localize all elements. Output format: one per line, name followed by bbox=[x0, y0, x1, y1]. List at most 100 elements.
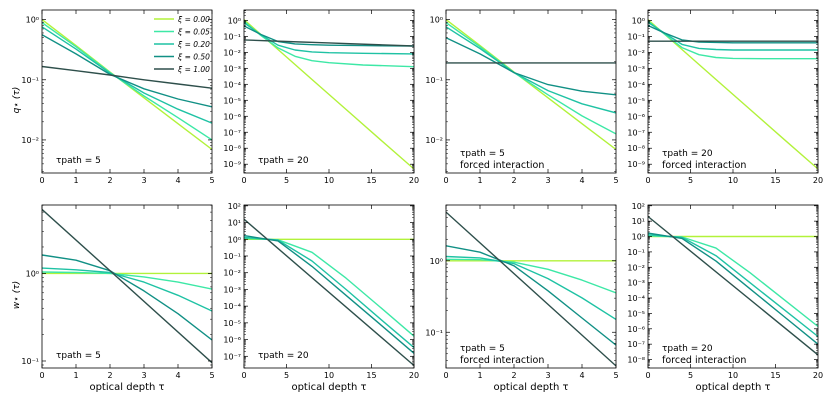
y-tick-label: 10⁻² bbox=[21, 136, 39, 145]
x-tick-label: 20 bbox=[813, 176, 823, 185]
y-tick-label: 10⁻² bbox=[627, 48, 645, 57]
y-tick-label: 10⁻² bbox=[627, 263, 645, 272]
y-tick-label: 10⁰ bbox=[26, 16, 39, 25]
x-tick-label: 10 bbox=[324, 176, 334, 185]
series-line-2 bbox=[446, 255, 616, 320]
series-line-1 bbox=[648, 235, 818, 328]
y-tick-label: 10⁻⁷ bbox=[223, 352, 241, 361]
annotation-tau-path: τpath = 5 bbox=[460, 149, 505, 159]
x-axis-label: optical depth τ bbox=[695, 382, 770, 393]
series-line-0 bbox=[446, 19, 616, 151]
axes-frame bbox=[41, 204, 213, 369]
y-tick-label: 10² bbox=[632, 202, 645, 211]
x-tick-label: 2 bbox=[511, 371, 516, 380]
series-group bbox=[42, 19, 212, 151]
y-tick-label: 10⁻⁸ bbox=[627, 356, 645, 365]
y-tick-label: 10⁻¹ bbox=[627, 32, 645, 41]
axes-frame bbox=[41, 9, 213, 174]
y-tick-label: 10⁻⁵ bbox=[627, 96, 645, 105]
series-group bbox=[648, 215, 818, 356]
y-tick-label: 10⁻⁸ bbox=[627, 144, 645, 153]
y-tick-label: 10⁻³ bbox=[627, 279, 645, 288]
x-tick-label: 3 bbox=[141, 371, 146, 380]
series-line-3 bbox=[42, 254, 212, 341]
x-tick-label: 5 bbox=[688, 371, 693, 380]
y-tick-label: 10⁻¹ bbox=[223, 252, 241, 261]
x-tick-label: 0 bbox=[645, 176, 650, 185]
x-tick-label: 0 bbox=[241, 176, 246, 185]
legend-label: ξ = 0.20 bbox=[177, 40, 210, 49]
annotation-tau-path: τpath = 20 bbox=[662, 344, 713, 354]
y-tick-label: 10⁰ bbox=[430, 257, 443, 266]
x-tick-label: 20 bbox=[409, 176, 419, 185]
y-tick-label: 10⁰ bbox=[632, 16, 645, 25]
x-tick-label: 1 bbox=[73, 176, 78, 185]
x-tick-label: 4 bbox=[175, 176, 180, 185]
y-tick-label: 10⁰ bbox=[228, 235, 241, 244]
y-tick-label: 10² bbox=[228, 202, 241, 211]
x-tick-label: 15 bbox=[770, 371, 780, 380]
y-tick-label: 10⁻⁴ bbox=[223, 80, 241, 89]
legend-label: ξ = 0.00 bbox=[177, 15, 210, 24]
y-tick-label: 10⁻¹ bbox=[223, 32, 241, 41]
y-tick-label: 10⁻⁶ bbox=[223, 336, 241, 345]
series-line-4 bbox=[446, 211, 616, 367]
annotation-forced: forced interaction bbox=[460, 355, 544, 366]
y-tick-label: 10⁻⁴ bbox=[223, 302, 241, 311]
panel-w-tau5: 0 1 2 3 4 5 10⁰ 10⁻¹ τpath = 5 optical depth τ bbox=[21, 204, 215, 393]
x-tick-label: 2 bbox=[107, 176, 112, 185]
y-tick-label: 10⁻¹ bbox=[425, 76, 443, 85]
x-tick-label: 5 bbox=[209, 176, 214, 185]
x-tick-label: 2 bbox=[107, 371, 112, 380]
x-tick-label: 5 bbox=[209, 371, 214, 380]
x-tick-label: 0 bbox=[443, 176, 448, 185]
y-tick-label: 10⁰ bbox=[430, 16, 443, 25]
y-tick-label: 10⁻³ bbox=[627, 64, 645, 73]
y-tick-label: 10⁻⁶ bbox=[627, 112, 645, 121]
series-line-1 bbox=[244, 237, 414, 337]
axes-frame bbox=[445, 9, 617, 174]
series-group bbox=[446, 19, 616, 151]
series-line-3 bbox=[446, 37, 616, 96]
panel-q-tau20: 0 5 10 15 20 10⁰ 10⁻¹ 10⁻² 10⁻³ 10⁻⁴ 10⁻⁵ 10⁻⁶ 10⁻⁷ 1… bbox=[223, 9, 419, 185]
x-tick-label: 4 bbox=[175, 371, 180, 380]
y-tick-label: 10⁻⁷ bbox=[627, 128, 645, 137]
x-tick-label: 0 bbox=[39, 176, 44, 185]
y-tick-label: 10⁻⁹ bbox=[223, 160, 241, 169]
annotation-tau-path: τpath = 20 bbox=[258, 156, 309, 166]
annotation-tau-path: τpath = 20 bbox=[258, 351, 309, 361]
x-tick-label: 0 bbox=[645, 371, 650, 380]
y-tick-label: 10⁻⁹ bbox=[627, 160, 645, 169]
legend-label: ξ = 0.05 bbox=[177, 28, 210, 37]
annotation-forced: forced interaction bbox=[662, 160, 746, 171]
series-line-1 bbox=[446, 258, 616, 294]
y-tick-label: 10⁻¹ bbox=[21, 76, 39, 85]
x-tick-label: 4 bbox=[579, 371, 584, 380]
y-tick-label: 10⁻⁴ bbox=[627, 294, 645, 303]
x-axis-label: optical depth τ bbox=[89, 382, 164, 393]
series-line-3 bbox=[648, 24, 818, 44]
series-line-0 bbox=[648, 19, 818, 170]
x-tick-label: 1 bbox=[73, 371, 78, 380]
y-tick-label: 10⁻⁷ bbox=[627, 340, 645, 349]
y-tick-label: 10⁻⁵ bbox=[223, 96, 241, 105]
x-tick-label: 5 bbox=[284, 371, 289, 380]
y-tick-label: 10⁻¹ bbox=[425, 328, 443, 337]
series-line-1 bbox=[42, 22, 212, 141]
y-tick-label: 10⁻² bbox=[223, 269, 241, 278]
x-axis-label: optical depth τ bbox=[291, 382, 366, 393]
series-line-4 bbox=[244, 39, 414, 47]
series-line-3 bbox=[42, 34, 212, 108]
x-tick-label: 3 bbox=[545, 176, 550, 185]
series-line-3 bbox=[648, 232, 818, 345]
x-tick-label: 15 bbox=[770, 176, 780, 185]
x-tick-label: 5 bbox=[613, 176, 618, 185]
x-tick-label: 5 bbox=[284, 176, 289, 185]
x-tick-label: 0 bbox=[39, 371, 44, 380]
series-line-1 bbox=[42, 271, 212, 290]
x-tick-label: 3 bbox=[545, 371, 550, 380]
series-line-1 bbox=[244, 20, 414, 68]
series-line-3 bbox=[244, 234, 414, 354]
